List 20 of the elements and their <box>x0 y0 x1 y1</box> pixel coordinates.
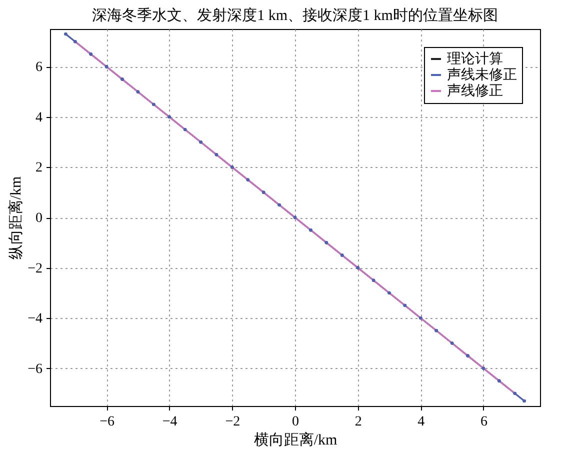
chart-title: 深海冬季水文、发射深度1 km、接收深度1 km时的位置坐标图 <box>92 7 498 24</box>
y-tick-label: 4 <box>36 110 42 126</box>
x-axis-title: 横向距离/km <box>254 432 338 448</box>
y-tick-label: −4 <box>28 312 42 327</box>
x-tick-label: 0 <box>292 414 299 430</box>
legend-label: 理论计算 <box>447 51 503 67</box>
x-tick-label: 4 <box>418 414 425 430</box>
x-tick-label: 6 <box>480 414 488 430</box>
y-tick-label: 2 <box>36 160 42 176</box>
x-tick-label: −4 <box>162 414 178 430</box>
x-tick-label: −2 <box>225 414 240 430</box>
y-tick-label: −6 <box>28 362 42 377</box>
legend-label: 声线未修正 <box>447 67 517 83</box>
y-tick-label: 0 <box>36 211 42 226</box>
legend-label: 声线修正 <box>447 83 503 99</box>
x-tick-label: 2 <box>354 414 362 430</box>
y-axis-title: 纵向距离/km <box>8 176 25 260</box>
y-tick-label: 6 <box>36 60 42 76</box>
y-tick-label: −2 <box>28 261 42 276</box>
x-tick-label: −6 <box>100 414 114 430</box>
